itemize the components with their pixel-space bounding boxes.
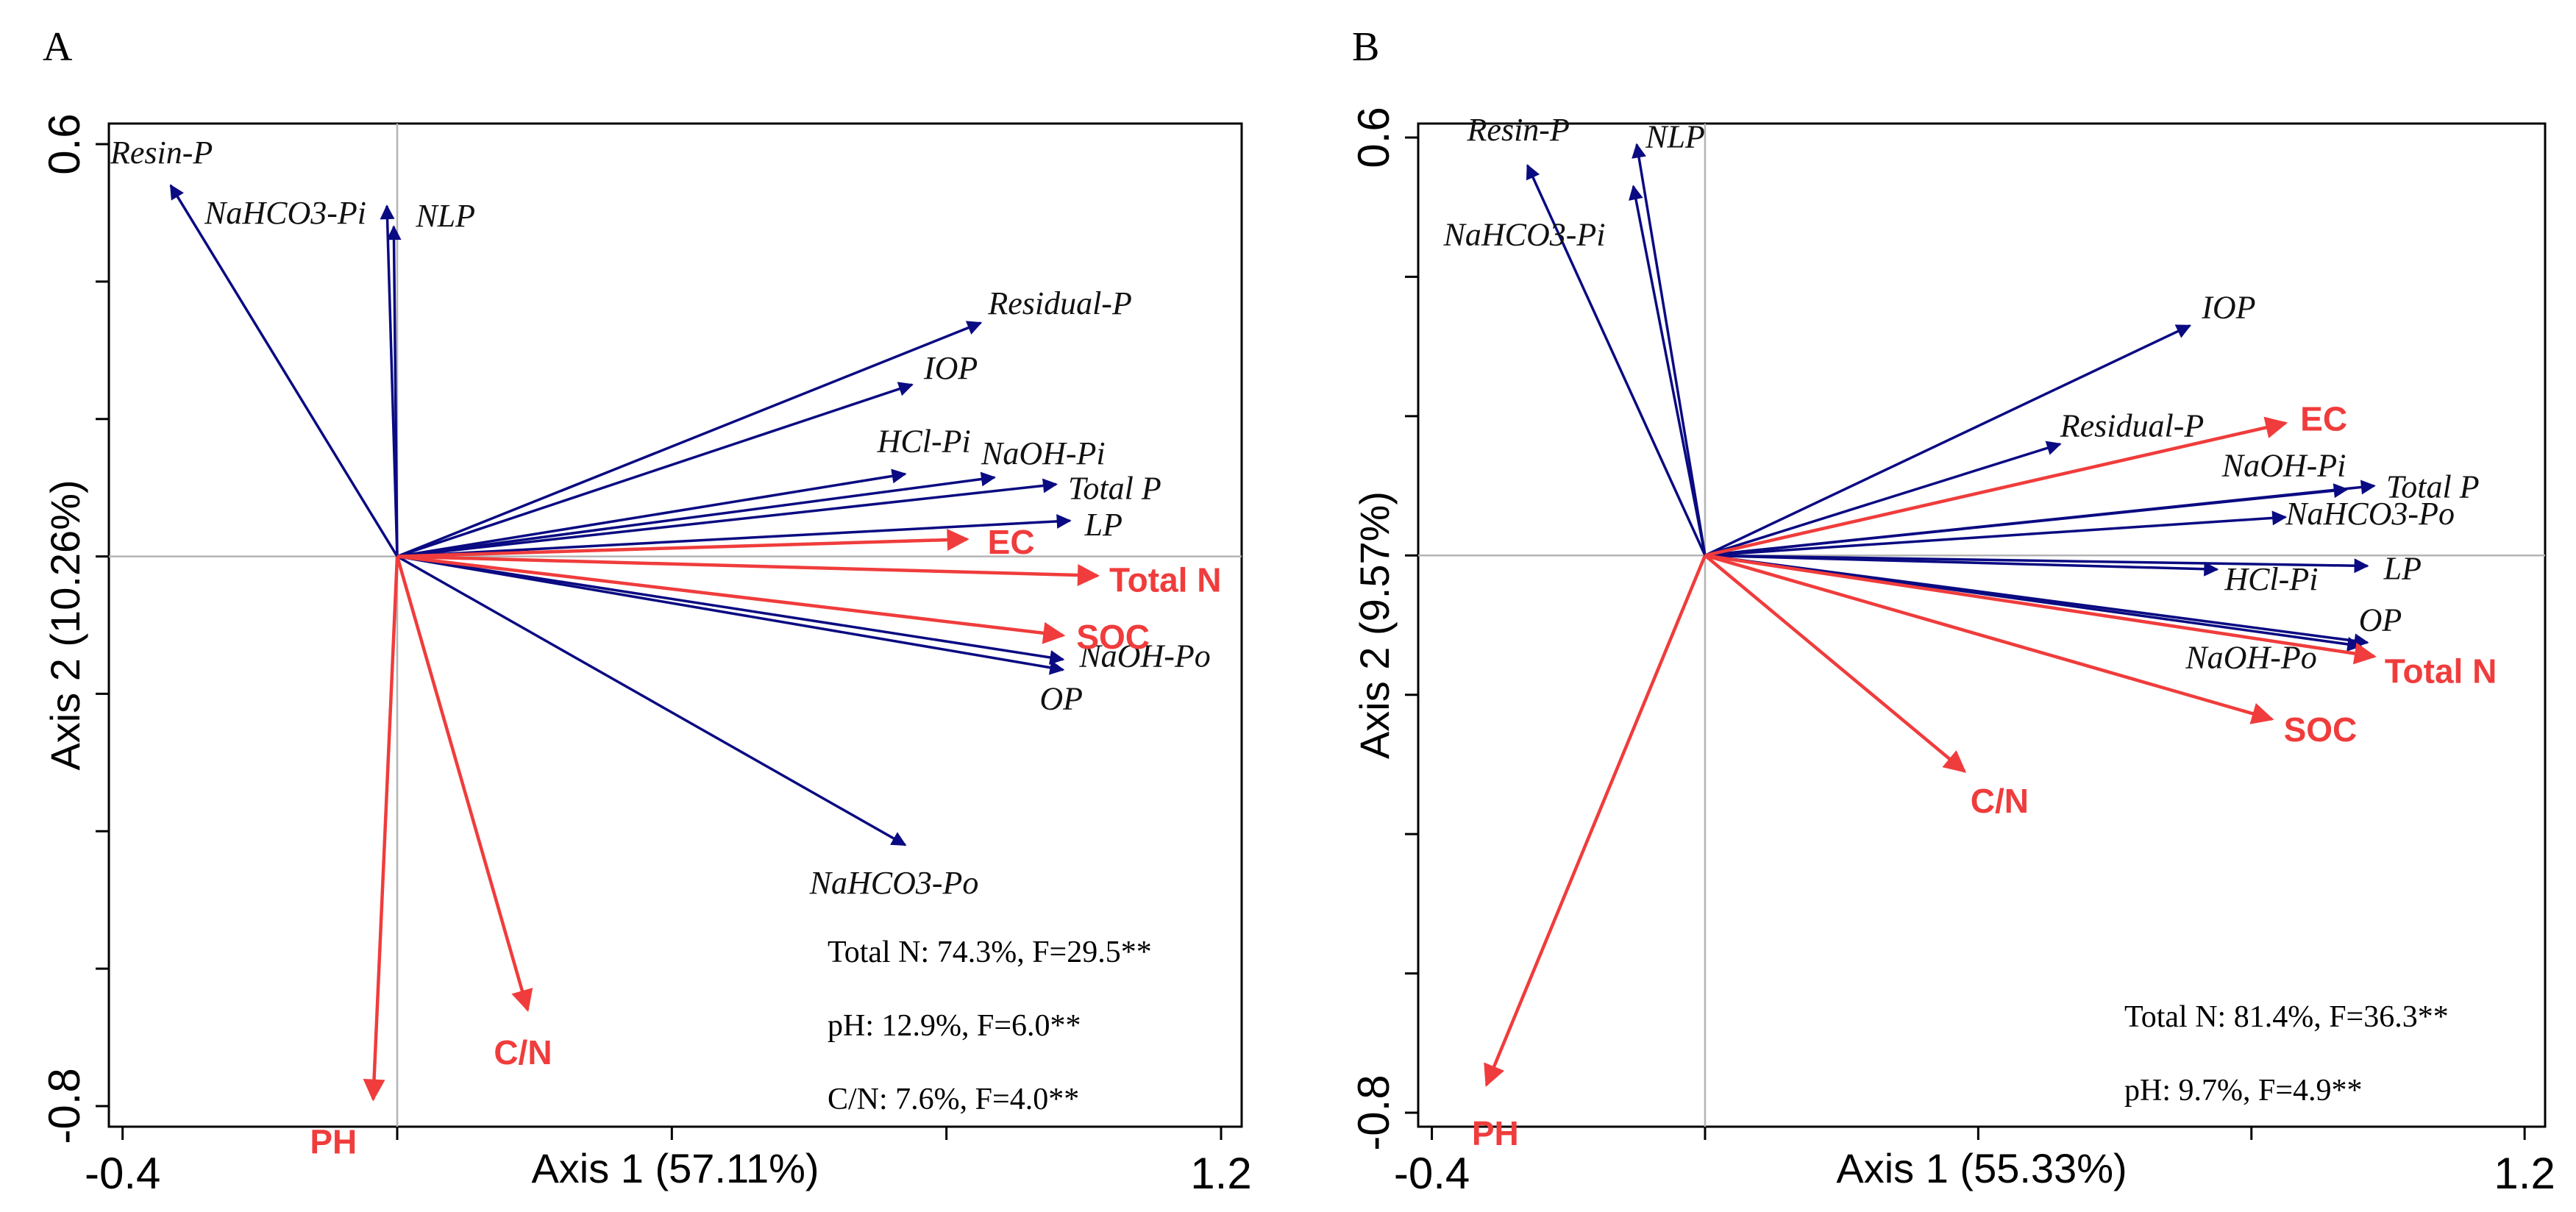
vector-label-ph: PH	[310, 1123, 357, 1161]
significance-annotations: Total N: 81.4%, F=36.3** pH: 9.7%, F=4.9*…	[2124, 1000, 2449, 1108]
plot-frame	[1417, 122, 2547, 1128]
annotation: pH: 9.7%, F=4.9**	[2124, 1074, 2363, 1108]
y-axis: 0.6 -0.8 Axis 2 (9.57%)	[1349, 107, 1418, 1151]
vector-label-total-p: Total P	[1068, 470, 1161, 506]
vector-label-hcl-pi: HCl-Pi	[877, 423, 971, 459]
vector-resin-p	[1526, 164, 1707, 557]
vector-label-naoh-po: NaOH-Po	[1078, 638, 1210, 674]
y-tick-label: -0.8	[40, 1068, 89, 1144]
vector-label-residual-p: Residual-P	[987, 285, 1132, 321]
vector-ph	[363, 556, 399, 1102]
environment-vectors: EC Total N SOC C/N PH	[1472, 399, 2497, 1152]
vector-iop	[1704, 324, 2191, 557]
vector-label-resin-p: Resin-P	[1467, 112, 1570, 148]
y-axis-title: Axis 2 (10.26%)	[42, 480, 88, 770]
vector-op	[396, 555, 1065, 675]
rda-panel-b: B -0.4 1.2 Axis 1 (55.33%) 0.6 -0.8 Axis 2 (9.…	[1349, 24, 2555, 1198]
vector-nlp	[386, 225, 402, 557]
vector-hcl-pi	[396, 468, 907, 558]
vector-label-hcl-pi: HCl-Pi	[2224, 561, 2318, 597]
vector-c-n	[395, 555, 533, 1013]
vector-label-c-n: C/N	[1971, 782, 2029, 820]
vector-label-nlp: NLP	[415, 198, 475, 234]
vector-naoh-pi	[396, 471, 996, 558]
vector-label-iop: IOP	[2201, 290, 2255, 326]
x-tick-label: -0.4	[1394, 1149, 1470, 1198]
vector-label-lp: LP	[2383, 550, 2422, 586]
y-tick-label: 0.6	[40, 113, 89, 174]
panel-label: A	[43, 24, 73, 70]
vector-total-p	[1704, 480, 2376, 557]
vector-label-naoh-pi: NaOH-Pi	[2221, 447, 2346, 483]
y-tick-label: -0.8	[1349, 1074, 1398, 1150]
vector-soc	[1704, 554, 2274, 724]
vector-nlp	[1632, 143, 1707, 556]
vector-label-nahco3-po: NaHCO3-Po	[2285, 496, 2455, 532]
vector-label-ec: EC	[988, 523, 1035, 561]
y-axis-title: Axis 2 (9.57%)	[1351, 491, 1398, 759]
vector-label-nahco3-pi: NaHCO3-Pi	[1442, 216, 1605, 252]
vector-label-c-n: C/N	[494, 1033, 552, 1072]
vector-label-resin-p: Resin-P	[110, 135, 213, 171]
x-tick-label: 1.2	[2494, 1149, 2555, 1198]
vector-c-n	[1704, 554, 1967, 773]
vector-soc	[396, 555, 1066, 644]
vector-residual-p	[1704, 441, 2062, 557]
x-axis: -0.4 1.2 Axis 1 (57.11%)	[85, 1127, 1252, 1198]
vector-resin-p	[169, 184, 399, 557]
y-tick-label: 0.6	[1349, 107, 1398, 168]
environment-vectors: EC Total N SOC C/N PH	[310, 523, 1221, 1161]
vector-lp	[1704, 554, 2369, 574]
vector-residual-p	[396, 321, 983, 558]
vector-ec	[396, 529, 969, 558]
x-axis-title: Axis 1 (57.11%)	[531, 1145, 819, 1191]
vector-label-op: OP	[2359, 602, 2402, 638]
vector-total-n	[396, 555, 1100, 586]
annotation: pH: 12.9%, F=6.0**	[828, 1009, 1081, 1043]
vector-label-ph: PH	[1472, 1114, 1519, 1152]
vector-nahco3-po	[1704, 510, 2288, 557]
vector-label-nlp: NLP	[1645, 118, 1705, 154]
vector-label-nahco3-pi: NaHCO3-Pi	[204, 195, 366, 231]
y-axis: 0.6 -0.8 Axis 2 (10.26%)	[40, 113, 109, 1144]
vector-naoh-po	[396, 555, 1065, 665]
x-tick-label: 1.2	[1190, 1149, 1251, 1198]
panel-label: B	[1352, 24, 1379, 70]
vector-ec	[1704, 416, 2288, 557]
vector-label-total-n: Total N	[2385, 652, 2497, 691]
annotation: C/N: 7.6%, F=4.0**	[828, 1083, 1079, 1116]
vector-lp	[396, 513, 1072, 558]
vector-label-lp: LP	[1084, 507, 1122, 543]
vector-label-total-n: Total N	[1109, 561, 1221, 599]
vector-iop	[396, 382, 914, 558]
vector-total-p	[396, 478, 1058, 558]
vector-label-total-p: Total P	[2386, 469, 2480, 505]
x-axis-title: Axis 1 (55.33%)	[1836, 1145, 2127, 1191]
vector-nahco3-po	[396, 555, 907, 846]
vector-label-ec: EC	[2300, 399, 2347, 438]
x-axis: -0.4 1.2 Axis 1 (55.33%)	[1394, 1127, 2555, 1198]
vector-total-n	[1704, 554, 2377, 665]
vector-label-iop: IOP	[923, 350, 978, 386]
vector-label-naoh-pi: NaOH-Pi	[981, 435, 1106, 471]
vector-nahco3-pi	[1629, 185, 1707, 556]
annotation: Total N: 74.3%, F=29.5**	[828, 935, 1152, 969]
vector-label-op: OP	[1039, 681, 1083, 717]
vector-label-residual-p: Residual-P	[2060, 408, 2205, 444]
significance-annotations: Total N: 74.3%, F=29.5** pH: 12.9%, F=6.0…	[828, 935, 1152, 1116]
vector-label-soc: SOC	[1076, 618, 1150, 656]
vector-label-nahco3-po: NaHCO3-Po	[809, 865, 979, 901]
rda-panel-a: A -0.4 1.2 Axis 1 (57.11%) 0.6 -0.8 Axis 2 (10…	[40, 24, 1252, 1198]
x-tick-label: -0.4	[85, 1149, 160, 1198]
vector-ph	[1484, 555, 1707, 1087]
vector-label-soc: SOC	[2284, 710, 2358, 749]
plot-frame	[107, 122, 1243, 1128]
phosphorus-vectors: Resin-P NLP NaHCO3-Pi IOP Residual-P NaOH-Pi T…	[1442, 112, 2479, 676]
annotation: Total N: 81.4%, F=36.3**	[2124, 1000, 2449, 1034]
